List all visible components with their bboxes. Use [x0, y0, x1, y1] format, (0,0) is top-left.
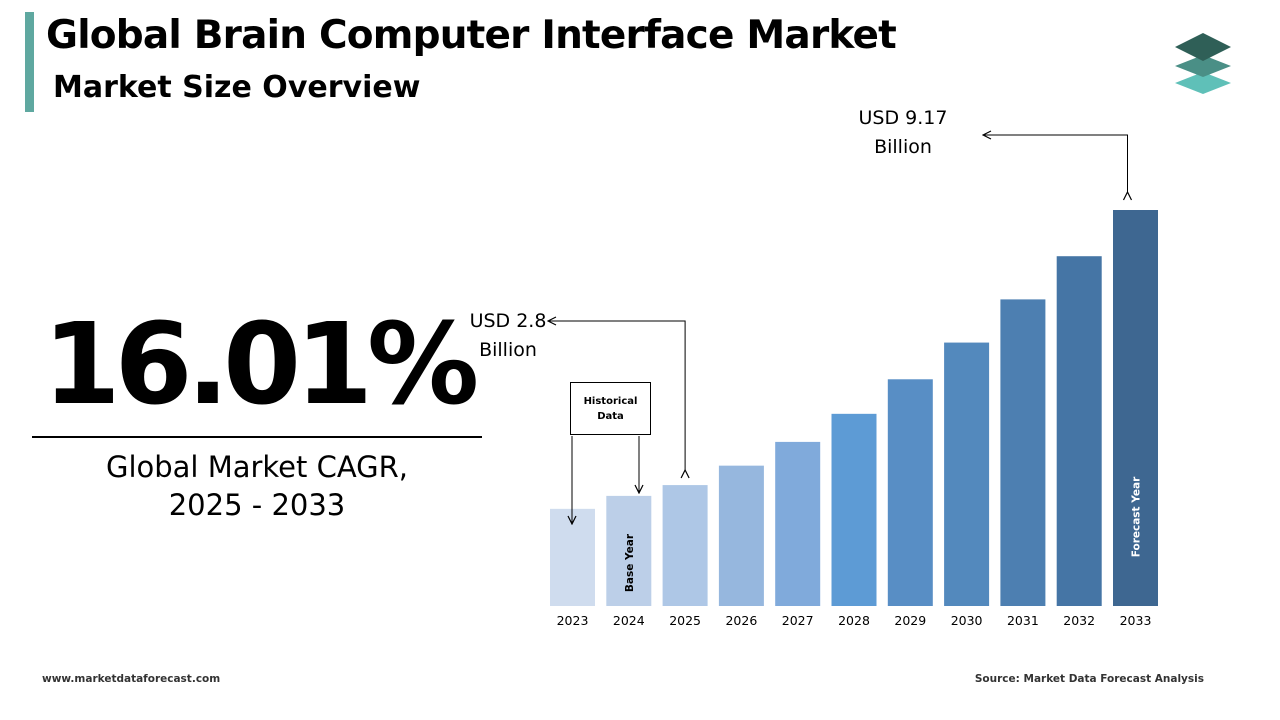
x-tick-2024: 2024: [613, 613, 645, 628]
start-value-annotation: USD 2.8 Billion: [462, 307, 554, 365]
x-tick-2026: 2026: [725, 613, 757, 628]
end-value-line2: Billion: [874, 136, 932, 158]
bar-2023: [550, 508, 595, 606]
bar-2026: [718, 465, 764, 606]
x-tick-2029: 2029: [894, 613, 926, 628]
footer-source: Source: Market Data Forecast Analysis: [974, 673, 1204, 685]
bar-2031: [1000, 299, 1046, 606]
footer-website[interactable]: www.marketdataforecast.com: [42, 673, 221, 685]
x-tick-2030: 2030: [951, 613, 983, 628]
bar-2033: [1113, 210, 1158, 606]
end-value-annotation: USD 9.17 Billion: [844, 104, 962, 162]
brand-logo: [1175, 33, 1231, 94]
bar-2032: [1056, 256, 1102, 606]
page-title: Global Brain Computer Interface Market: [46, 13, 897, 58]
x-tick-2031: 2031: [1007, 613, 1039, 628]
x-tick-2023: 2023: [557, 613, 589, 628]
cagr-value: 16.01%: [42, 300, 479, 430]
start-value-line2: Billion: [479, 339, 537, 361]
title-accent-bar: [25, 12, 34, 112]
start-value-arrow: [548, 321, 685, 470]
bar-2028: [831, 413, 877, 606]
bar-2025: [662, 485, 708, 606]
bar-2024: [606, 495, 652, 606]
historical-data-box: Historical Data: [570, 382, 651, 435]
bar-2029: [887, 379, 933, 606]
cagr-label: Global Market CAGR, 2025 - 2033: [32, 448, 482, 524]
x-tick-2028: 2028: [838, 613, 870, 628]
historical-label-line1: Historical: [583, 395, 638, 407]
logo-layer-middle: [1175, 55, 1231, 77]
x-tick-2025: 2025: [669, 613, 701, 628]
bar-2030: [944, 342, 990, 606]
cagr-divider: [32, 436, 482, 438]
start-value-line1: USD 2.8: [469, 310, 547, 332]
forecast-year-label: Forecast Year: [1131, 476, 1143, 557]
cagr-label-line2: 2025 - 2033: [168, 488, 346, 522]
end-value-line1: USD 9.17: [858, 107, 948, 129]
x-tick-2033: 2033: [1120, 613, 1152, 628]
logo-layer-bottom: [1175, 72, 1231, 94]
page-subtitle: Market Size Overview: [53, 70, 421, 105]
base-year-label: Base Year: [624, 533, 636, 592]
logo-layer-top: [1175, 33, 1231, 61]
bar-2027: [775, 441, 821, 606]
cagr-label-line1: Global Market CAGR,: [105, 450, 409, 484]
x-tick-2032: 2032: [1063, 613, 1095, 628]
historical-label-line2: Data: [597, 410, 624, 422]
x-tick-2027: 2027: [782, 613, 814, 628]
end-value-arrow: [983, 135, 1128, 192]
